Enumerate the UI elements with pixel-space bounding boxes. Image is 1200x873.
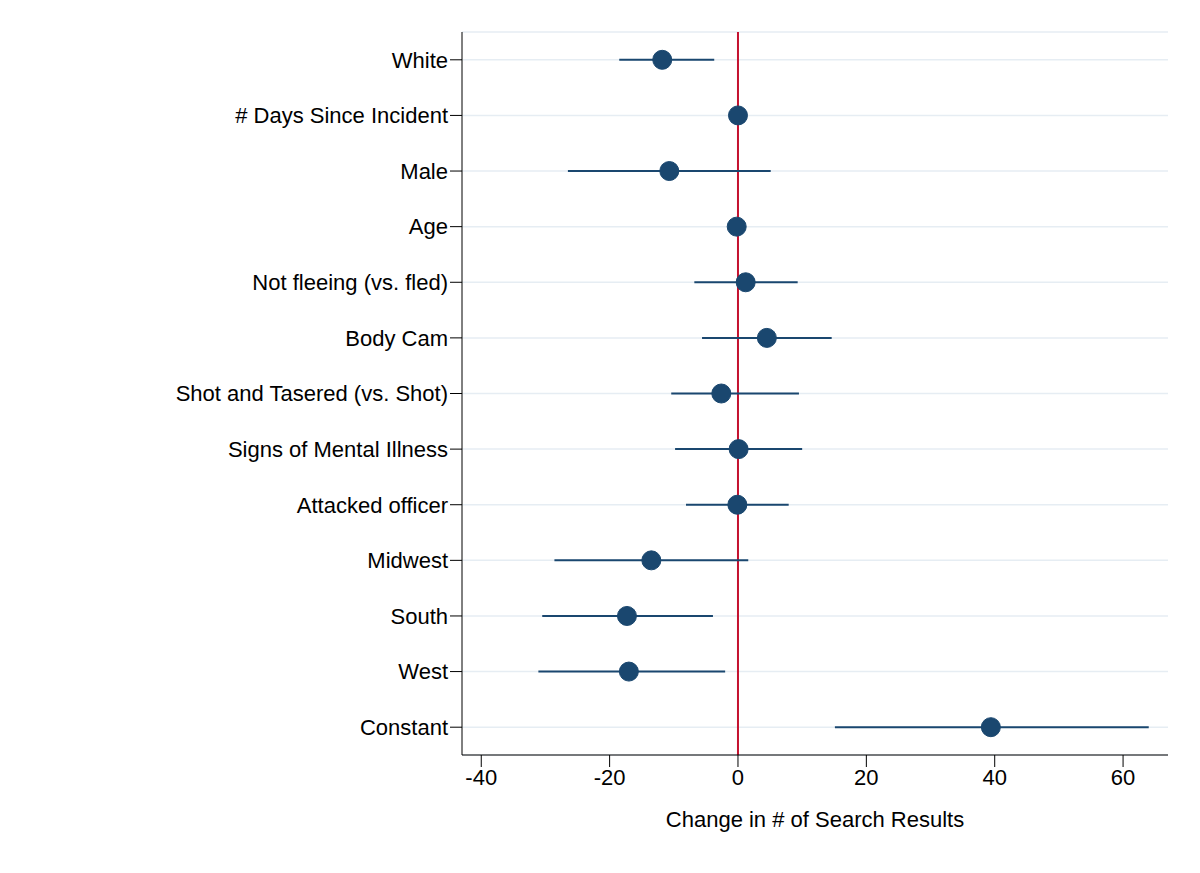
svg-text:Age: Age xyxy=(409,214,448,239)
svg-text:Attacked officer: Attacked officer xyxy=(297,493,448,518)
svg-text:Midwest: Midwest xyxy=(367,548,448,573)
svg-text:-40: -40 xyxy=(465,765,497,790)
svg-text:Constant: Constant xyxy=(360,715,448,740)
svg-text:60: 60 xyxy=(1111,765,1135,790)
svg-text:40: 40 xyxy=(982,765,1006,790)
svg-text:Body Cam: Body Cam xyxy=(345,326,448,351)
svg-text:West: West xyxy=(398,659,448,684)
svg-text:20: 20 xyxy=(854,765,878,790)
svg-text:0: 0 xyxy=(732,765,744,790)
svg-text:-20: -20 xyxy=(594,765,626,790)
svg-text:South: South xyxy=(391,604,449,629)
svg-text:Shot and Tasered (vs. Shot): Shot and Tasered (vs. Shot) xyxy=(176,381,448,406)
svg-text:Signs of Mental Illness: Signs of Mental Illness xyxy=(228,437,448,462)
svg-text:# Days Since Incident: # Days Since Incident xyxy=(235,103,448,128)
svg-text:Not fleeing (vs. fled): Not fleeing (vs. fled) xyxy=(252,270,448,295)
svg-text:White: White xyxy=(392,48,448,73)
svg-text:Male: Male xyxy=(400,159,448,184)
svg-text:Change in # of Search Results: Change in # of Search Results xyxy=(666,807,964,832)
